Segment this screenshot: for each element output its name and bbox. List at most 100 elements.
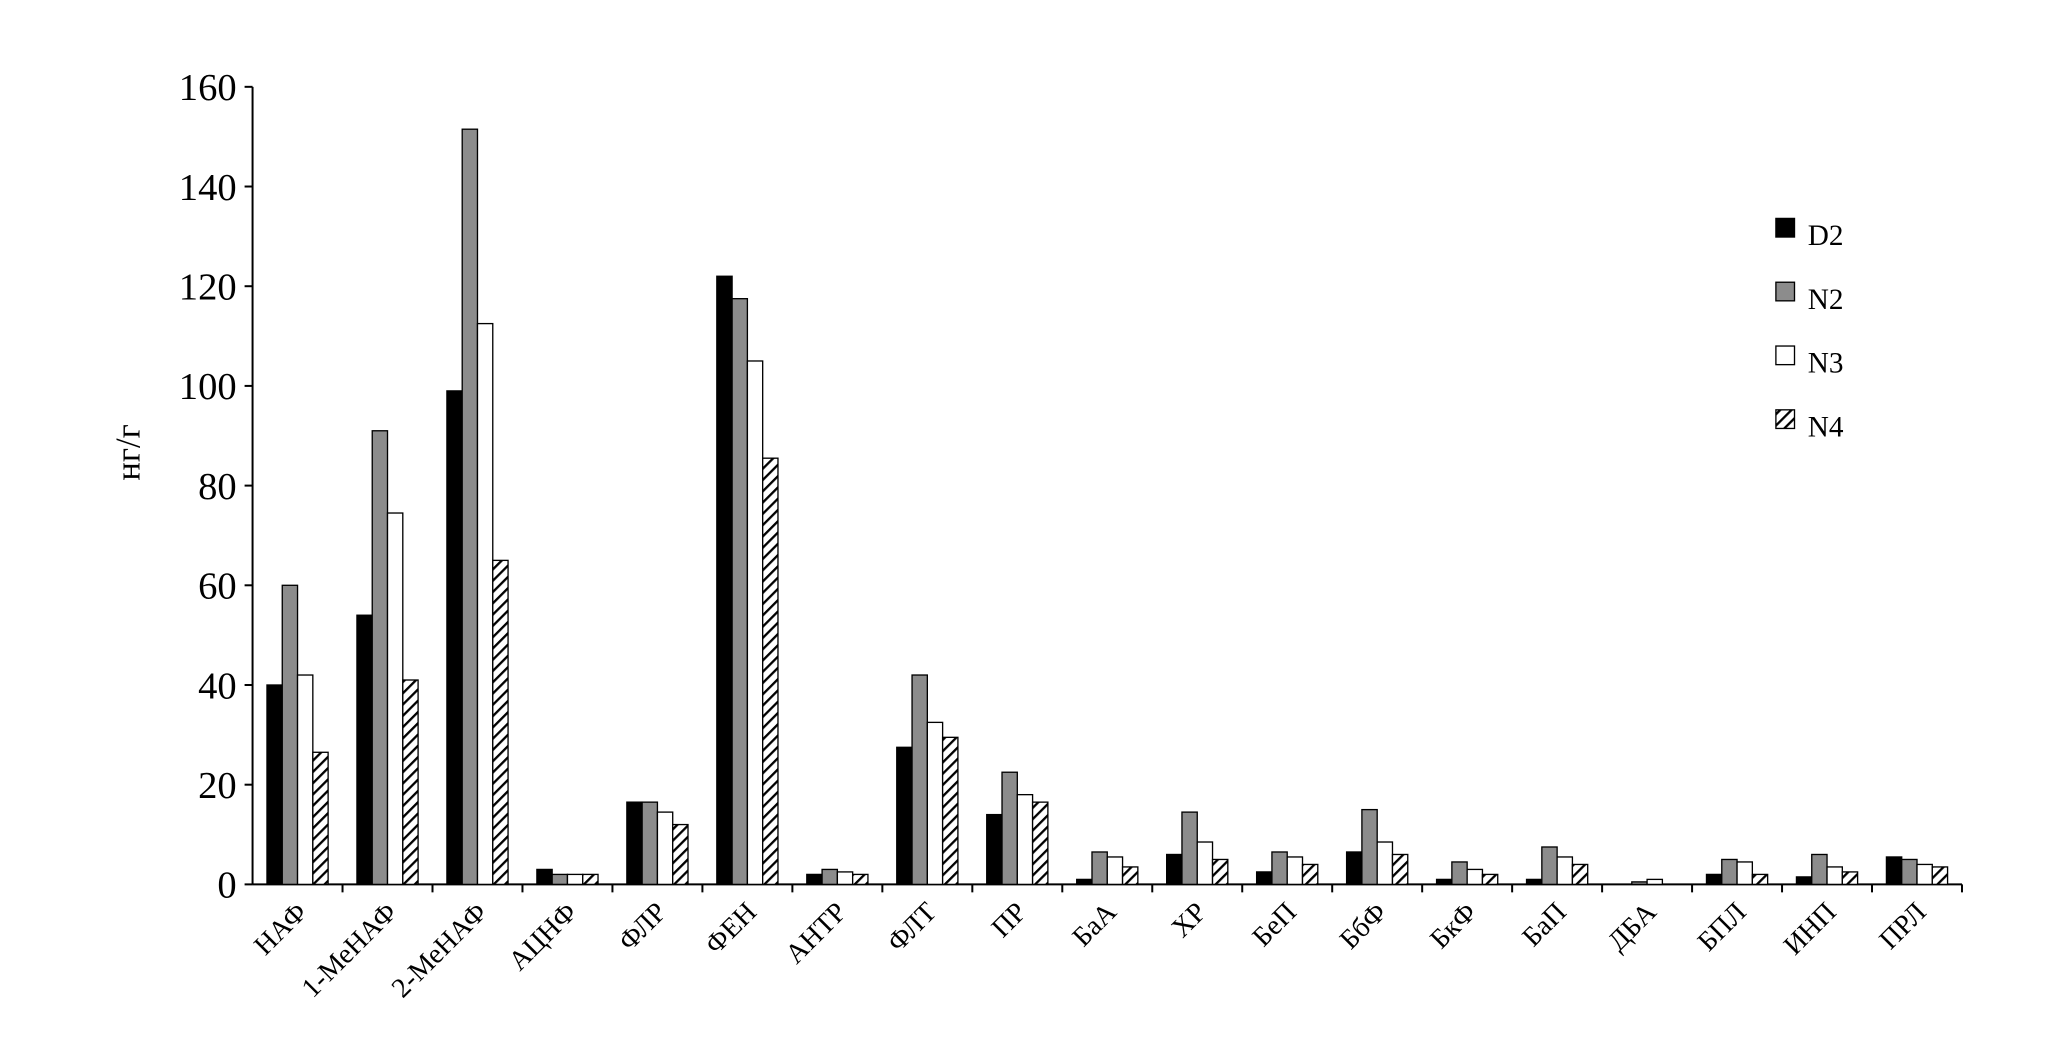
bar bbox=[1571, 863, 1589, 886]
bar bbox=[1705, 873, 1723, 886]
bar bbox=[1271, 851, 1288, 886]
x-tick-label: ФЛТ bbox=[881, 897, 942, 958]
bar bbox=[746, 360, 764, 886]
bar bbox=[836, 871, 854, 886]
x-tick-label: АНТР bbox=[779, 897, 852, 970]
bar bbox=[1811, 853, 1828, 886]
x-tick-label: БеП bbox=[1247, 897, 1303, 953]
bar bbox=[1751, 873, 1769, 886]
bar bbox=[266, 684, 283, 886]
legend-swatch bbox=[1775, 345, 1796, 366]
bar bbox=[1016, 793, 1034, 886]
x-tick-label: 2-МеНАФ bbox=[386, 897, 493, 1004]
bar bbox=[986, 813, 1003, 886]
bar bbox=[402, 679, 419, 886]
bar bbox=[296, 674, 314, 886]
bar bbox=[1076, 878, 1093, 886]
y-tick-label: 100 bbox=[179, 366, 237, 408]
bar bbox=[1525, 878, 1543, 886]
bar bbox=[1916, 863, 1933, 886]
bar bbox=[1451, 861, 1468, 886]
bar bbox=[896, 746, 913, 886]
bar bbox=[1736, 861, 1754, 886]
x-tick-label: ПР bbox=[986, 897, 1033, 944]
bar bbox=[1286, 856, 1304, 886]
x-tick-label: НАФ bbox=[248, 897, 313, 962]
y-axis-label: нг/г bbox=[110, 424, 148, 480]
bar bbox=[626, 801, 643, 886]
y-tick-label: 40 bbox=[198, 665, 237, 707]
bar bbox=[566, 873, 584, 886]
bar bbox=[1106, 856, 1124, 886]
bar bbox=[1721, 858, 1738, 886]
bar bbox=[1466, 868, 1484, 886]
bar bbox=[446, 390, 463, 886]
y-tick-label: 60 bbox=[198, 566, 237, 608]
bar bbox=[461, 128, 479, 886]
bar bbox=[536, 868, 553, 886]
bar bbox=[476, 322, 494, 886]
bar bbox=[1391, 853, 1409, 886]
x-tick-label: ДБА bbox=[1602, 897, 1663, 958]
bar bbox=[551, 873, 569, 886]
x-tick-label: 1-МеНАФ bbox=[296, 897, 403, 1004]
bar bbox=[1931, 866, 1949, 886]
bar bbox=[1795, 876, 1813, 886]
bar bbox=[1435, 878, 1453, 886]
bar bbox=[1631, 881, 1648, 886]
bar bbox=[1885, 856, 1903, 886]
bar bbox=[386, 512, 404, 886]
bar bbox=[1301, 863, 1319, 886]
legend-label: N2 bbox=[1808, 284, 1844, 316]
bar bbox=[821, 868, 839, 886]
x-tick-label: ИНП bbox=[1778, 897, 1843, 962]
x-tick-label: БкФ bbox=[1424, 897, 1482, 955]
y-tick-label: 20 bbox=[198, 765, 237, 807]
bar bbox=[672, 823, 689, 886]
bar bbox=[1646, 878, 1664, 886]
bar bbox=[1255, 871, 1273, 886]
bar bbox=[926, 721, 944, 886]
bar bbox=[716, 275, 733, 886]
bar bbox=[1031, 801, 1049, 886]
bar bbox=[582, 873, 599, 886]
bar bbox=[1181, 811, 1198, 886]
bar bbox=[1091, 851, 1108, 886]
legend-swatch bbox=[1775, 281, 1796, 302]
legend-label: N3 bbox=[1808, 348, 1844, 380]
y-tick-label: 0 bbox=[217, 865, 236, 907]
y-tick-label: 140 bbox=[179, 167, 237, 209]
bar bbox=[371, 430, 389, 886]
y-tick-label: 120 bbox=[179, 267, 237, 309]
bar bbox=[281, 584, 299, 886]
bar bbox=[1345, 851, 1363, 886]
bar bbox=[911, 674, 928, 886]
bar bbox=[1166, 853, 1183, 886]
legend-swatch bbox=[1775, 217, 1796, 238]
bar bbox=[1841, 871, 1859, 886]
bar bbox=[1901, 858, 1918, 886]
x-tick-label: ХР bbox=[1166, 897, 1213, 944]
bar bbox=[656, 811, 674, 886]
bar bbox=[492, 559, 509, 886]
bar bbox=[1121, 866, 1139, 886]
bar bbox=[806, 873, 823, 886]
bar bbox=[1826, 866, 1843, 886]
bar bbox=[851, 873, 869, 886]
x-tick-label: ФЕН bbox=[699, 897, 763, 961]
x-tick-label: АЦНФ bbox=[503, 897, 583, 977]
bar bbox=[1376, 841, 1394, 886]
bar bbox=[312, 751, 329, 886]
bar bbox=[941, 736, 959, 886]
bar bbox=[641, 801, 659, 886]
bar bbox=[1481, 873, 1499, 886]
y-tick-label: 160 bbox=[179, 67, 237, 109]
x-tick-label: БаА bbox=[1067, 897, 1123, 953]
x-tick-label: БаП bbox=[1516, 897, 1572, 953]
bar bbox=[1556, 856, 1574, 886]
legend-swatch bbox=[1775, 409, 1796, 430]
y-tick-label: 80 bbox=[198, 466, 237, 508]
bar bbox=[1196, 841, 1214, 886]
bar bbox=[1541, 846, 1558, 886]
